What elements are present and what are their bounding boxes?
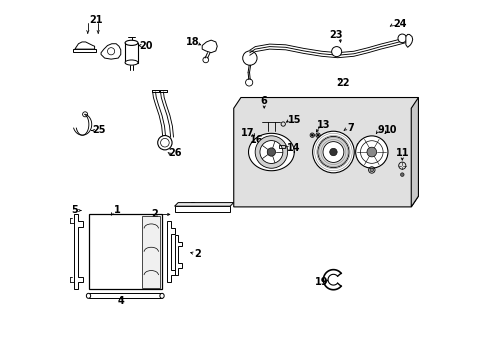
Text: 20: 20	[139, 41, 152, 50]
Circle shape	[366, 147, 376, 157]
Text: 6: 6	[260, 96, 267, 106]
Polygon shape	[167, 221, 175, 282]
Text: 26: 26	[167, 148, 181, 158]
Text: 11: 11	[395, 148, 408, 158]
Text: 14: 14	[286, 143, 300, 153]
Text: 19: 19	[314, 277, 327, 287]
Text: 16: 16	[250, 135, 263, 145]
Circle shape	[369, 168, 373, 172]
Text: 10: 10	[383, 125, 396, 135]
Ellipse shape	[125, 60, 138, 65]
Text: 1: 1	[114, 206, 121, 216]
Text: 4: 4	[117, 296, 124, 306]
Polygon shape	[174, 234, 182, 275]
Circle shape	[331, 46, 341, 57]
Circle shape	[400, 173, 403, 176]
Bar	[125, 43, 138, 63]
Polygon shape	[405, 35, 412, 47]
Circle shape	[312, 131, 353, 173]
Text: 2: 2	[194, 248, 201, 258]
Ellipse shape	[160, 293, 164, 298]
Text: 24: 24	[393, 19, 407, 29]
Bar	[278, 145, 284, 148]
Circle shape	[329, 148, 337, 156]
Circle shape	[266, 148, 275, 156]
Polygon shape	[202, 40, 217, 53]
Bar	[88, 293, 162, 298]
Text: 2: 2	[151, 209, 158, 219]
Text: 21: 21	[89, 15, 102, 26]
Polygon shape	[75, 42, 94, 49]
Polygon shape	[101, 44, 121, 59]
Text: 17: 17	[241, 128, 254, 138]
Bar	[88, 214, 162, 289]
Text: 13: 13	[316, 121, 329, 130]
Polygon shape	[74, 214, 83, 289]
Text: 8: 8	[355, 143, 362, 153]
Polygon shape	[248, 133, 294, 171]
Ellipse shape	[125, 40, 138, 45]
Circle shape	[310, 134, 313, 136]
Text: 15: 15	[287, 115, 301, 125]
Circle shape	[158, 135, 172, 150]
Text: 22: 22	[336, 78, 349, 88]
Circle shape	[255, 136, 287, 168]
Text: 9: 9	[377, 125, 384, 135]
Bar	[73, 49, 96, 52]
Text: 23: 23	[328, 30, 342, 40]
Polygon shape	[174, 203, 233, 206]
Text: 25: 25	[92, 125, 106, 135]
Text: 18: 18	[185, 37, 199, 47]
Circle shape	[355, 136, 387, 168]
Text: 12: 12	[323, 143, 337, 153]
Text: 3: 3	[189, 202, 196, 212]
Circle shape	[317, 136, 348, 168]
Text: 7: 7	[346, 123, 353, 133]
Circle shape	[323, 141, 343, 162]
Text: 5: 5	[71, 206, 78, 216]
Circle shape	[260, 141, 282, 163]
Bar	[174, 206, 230, 212]
Polygon shape	[233, 98, 418, 207]
Bar	[142, 216, 160, 288]
Circle shape	[316, 134, 319, 136]
Ellipse shape	[86, 293, 90, 298]
Polygon shape	[410, 98, 418, 207]
Circle shape	[397, 34, 406, 42]
